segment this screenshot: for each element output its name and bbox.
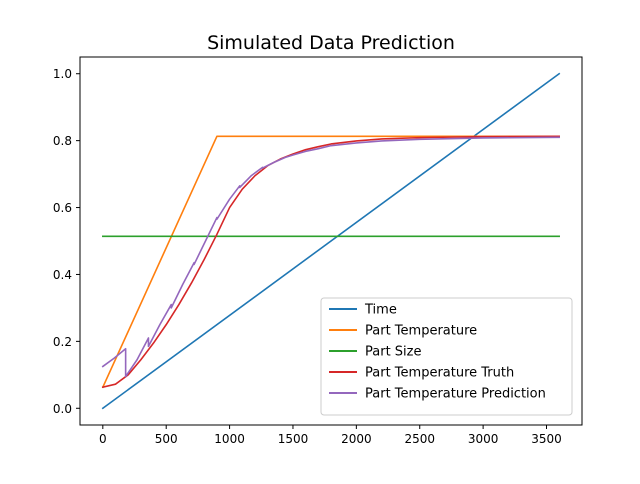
y-tick-label: 0.8 [53,134,72,148]
x-tick-label: 2500 [404,432,435,446]
legend-label: Part Temperature Truth [365,366,514,381]
x-axis: 0 500 1000 1500 2000 2500 3000 3500 [99,425,562,446]
legend: Time Part Temperature Part Size Part Temper… [320,297,573,416]
series-line-4 [101,136,560,378]
y-tick-label: 0.6 [53,201,72,215]
series-line-0 [101,72,561,410]
x-tick-label: 3500 [531,432,562,446]
y-axis: 0.0 0.2 0.4 0.6 0.8 1.0 [53,67,80,416]
x-tick-label: 3000 [468,432,499,446]
plot-lines [101,72,561,410]
x-tick-label: 500 [155,432,178,446]
x-tick-label: 0 [99,432,107,446]
series-line-3 [101,135,560,389]
legend-label: Part Temperature [365,324,477,339]
y-tick-label: 0.4 [53,268,72,282]
legend-box [320,297,573,416]
y-tick-label: 1.0 [53,67,72,81]
legend-label: Part Size [365,345,421,360]
series-line-1 [101,135,560,389]
x-tick-label: 2000 [341,432,372,446]
legend-label: Part Temperature Prediction [365,387,546,402]
y-tick-label: 0.0 [53,402,72,416]
plot-frame [79,56,583,426]
y-tick-label: 0.2 [53,335,72,349]
x-tick-label: 1500 [278,432,309,446]
chart-title: Simulated Data Prediction [207,32,455,54]
x-tick-label: 1000 [214,432,245,446]
legend-label: Time [364,303,397,318]
